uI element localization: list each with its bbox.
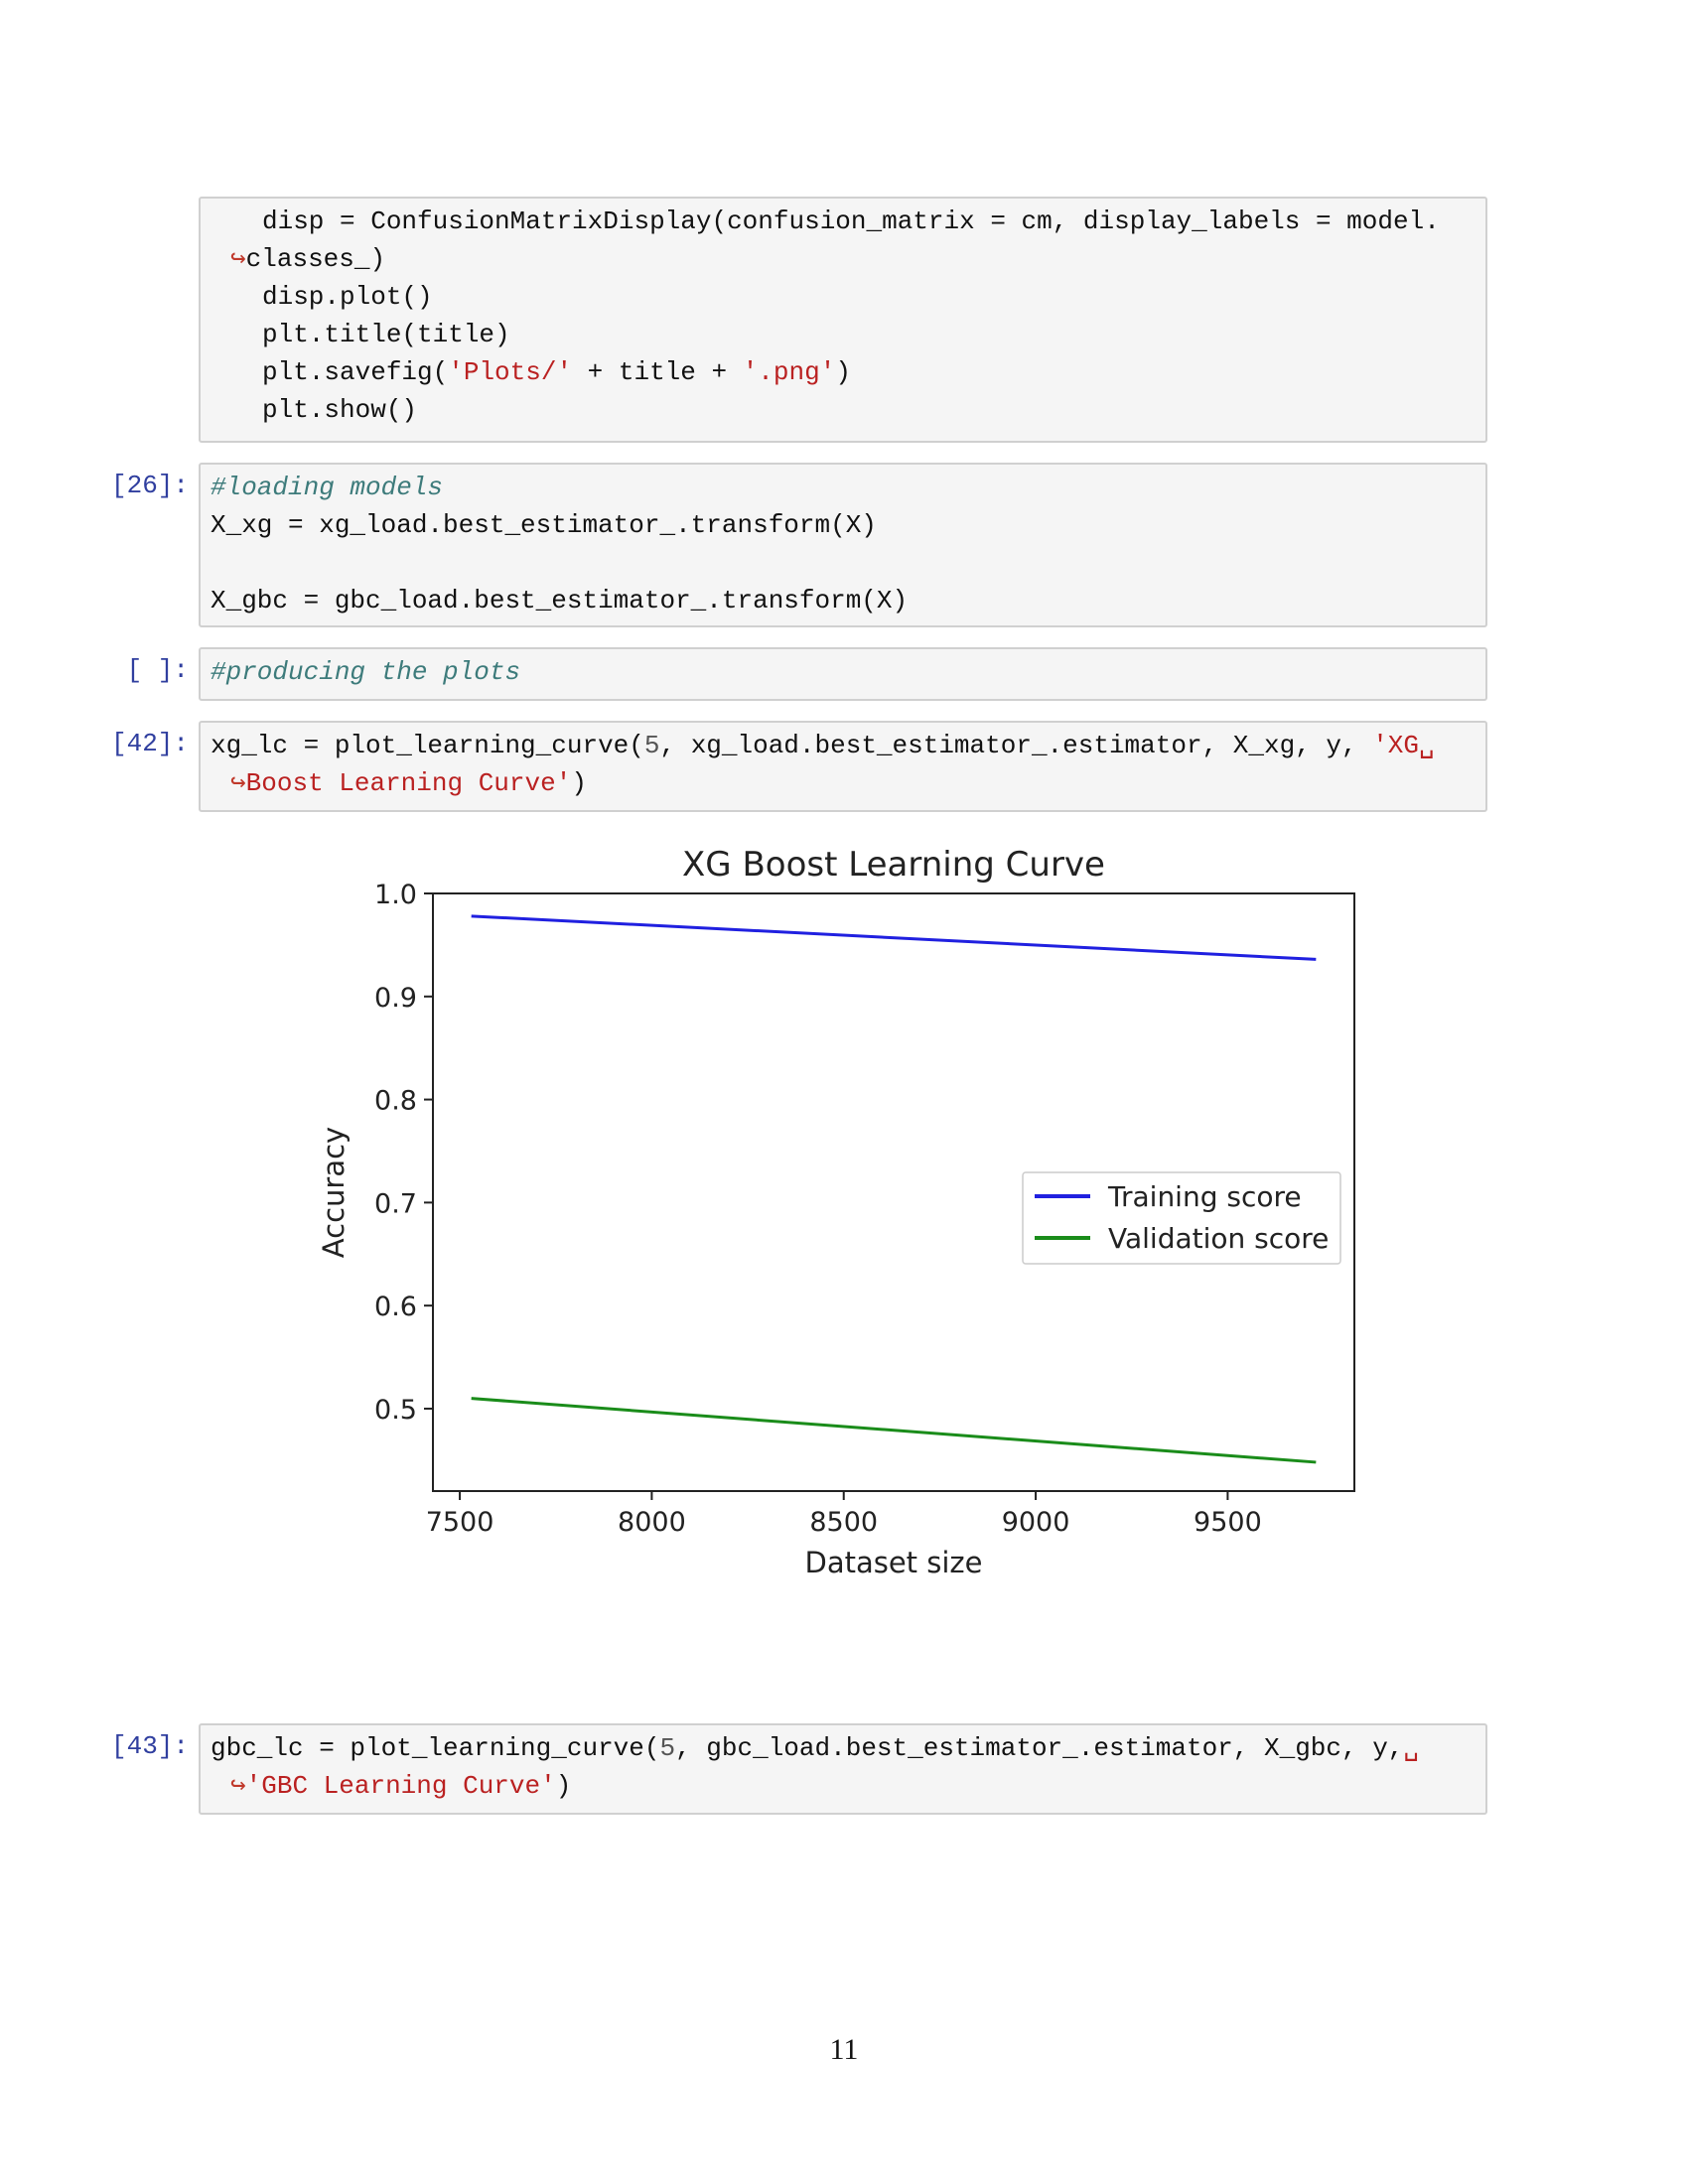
x-tick-label: 8000 xyxy=(618,1507,686,1538)
x-tick-label: 7500 xyxy=(426,1507,494,1538)
code-line: xg_lc = plot_learning_curve(5, xg_load.b… xyxy=(211,731,1435,760)
code-line-continuation: ↪Boost Learning Curve') xyxy=(230,768,587,798)
learning-curve-chart: XG Boost Learning Curve 7500 8000 8500 9000 9… xyxy=(317,845,1355,1579)
cell-prompt-empty: [ ]: xyxy=(126,655,189,685)
x-tick-label: 9000 xyxy=(1002,1507,1070,1538)
code-line: disp.plot() xyxy=(262,282,433,312)
code-cell-26[interactable]: #loading models X_xg = xg_load.best_esti… xyxy=(199,463,1487,627)
series-line xyxy=(471,914,1317,961)
y-tick-label: 0.5 xyxy=(374,1395,417,1426)
y-tick-label: 0.7 xyxy=(374,1188,417,1219)
legend-box xyxy=(1022,1171,1341,1265)
x-axis-label: Dataset size xyxy=(804,1546,982,1579)
y-tick-label: 0.6 xyxy=(374,1292,417,1322)
x-tick-label: 9500 xyxy=(1194,1507,1262,1538)
code-line: X_gbc = gbc_load.best_estimator_.transfo… xyxy=(211,586,909,615)
code-cell-43[interactable]: gbc_lc = plot_learning_curve(5, gbc_load… xyxy=(199,1723,1487,1815)
code-line: gbc_lc = plot_learning_curve(5, gbc_load… xyxy=(211,1733,1420,1763)
y-tick-label: 0.9 xyxy=(374,983,417,1014)
code-line: plt.title(title) xyxy=(262,320,510,349)
series-line xyxy=(471,1397,1317,1464)
chart-title: XG Boost Learning Curve xyxy=(682,845,1105,885)
continuation-arrow-icon: ↪ xyxy=(230,1771,246,1801)
code-line: plt.show() xyxy=(262,395,418,425)
y-axis-label: Accuracy xyxy=(317,1127,351,1258)
code-line: disp = ConfusionMatrixDisplay(confusion_… xyxy=(262,206,1440,236)
code-line-continuation: ↪classes_) xyxy=(230,244,386,274)
code-line: plt.savefig('Plots/' + title + '.png') xyxy=(262,357,851,387)
x-tick-label: 8500 xyxy=(809,1507,878,1538)
continuation-arrow-icon: ↪ xyxy=(230,244,246,274)
legend-label: Training score xyxy=(1107,1180,1302,1213)
code-cell-empty[interactable]: #producing the plots xyxy=(199,647,1487,701)
page-number: 11 xyxy=(829,2033,859,2066)
cell-prompt-26: [26]: xyxy=(110,471,189,500)
legend-label: Validation score xyxy=(1108,1222,1329,1255)
continuation-arrow-icon: ↪ xyxy=(230,768,246,798)
code-line-continuation: ↪'GBC Learning Curve') xyxy=(230,1771,572,1801)
y-tick-label: 0.8 xyxy=(374,1086,417,1117)
code-comment: #loading models xyxy=(211,473,444,502)
code-cell-42[interactable]: xg_lc = plot_learning_curve(5, xg_load.b… xyxy=(199,721,1487,812)
code-comment: #producing the plots xyxy=(211,657,521,687)
code-line: X_xg = xg_load.best_estimator_.transform… xyxy=(211,510,877,540)
cell-prompt-42: [42]: xyxy=(110,729,189,758)
cell-prompt-43: [43]: xyxy=(110,1731,189,1761)
code-cell-confusion-matrix[interactable]: disp = ConfusionMatrixDisplay(confusion_… xyxy=(199,197,1487,443)
y-tick-label: 1.0 xyxy=(374,880,417,910)
